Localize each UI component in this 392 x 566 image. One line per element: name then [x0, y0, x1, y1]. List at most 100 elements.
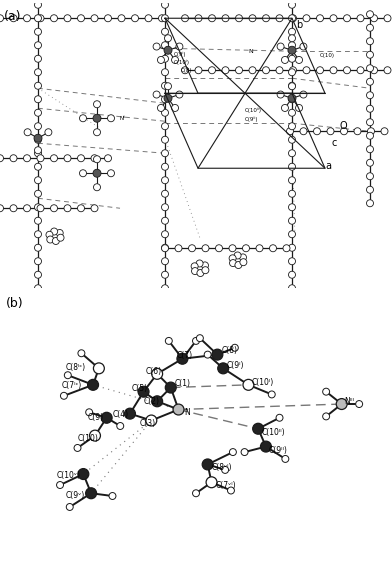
- Circle shape: [34, 177, 42, 184]
- Circle shape: [196, 260, 203, 267]
- Circle shape: [64, 372, 71, 379]
- Circle shape: [289, 177, 296, 184]
- Circle shape: [37, 15, 44, 22]
- Text: C(9ᴵᴵ): C(9ᴵᴵ): [269, 445, 288, 454]
- Circle shape: [162, 190, 169, 197]
- Circle shape: [117, 423, 124, 430]
- Circle shape: [34, 82, 42, 89]
- Circle shape: [10, 15, 17, 22]
- Circle shape: [47, 236, 54, 243]
- Circle shape: [289, 258, 296, 265]
- Circle shape: [34, 190, 42, 197]
- Circle shape: [34, 258, 42, 265]
- Circle shape: [162, 96, 169, 103]
- Circle shape: [0, 15, 4, 22]
- Circle shape: [34, 1, 42, 8]
- Text: C(6): C(6): [145, 367, 162, 376]
- Circle shape: [176, 43, 183, 50]
- Circle shape: [192, 268, 198, 275]
- Circle shape: [277, 91, 284, 98]
- Circle shape: [343, 15, 350, 22]
- Circle shape: [323, 413, 330, 420]
- Circle shape: [289, 285, 296, 291]
- Text: N: N: [184, 408, 190, 417]
- Circle shape: [64, 15, 71, 22]
- Circle shape: [367, 132, 374, 139]
- Circle shape: [196, 335, 203, 342]
- Text: C(10ᴵᴵ): C(10ᴵᴵ): [261, 427, 285, 436]
- Circle shape: [191, 263, 198, 270]
- Circle shape: [289, 109, 296, 116]
- Circle shape: [276, 67, 283, 74]
- Circle shape: [93, 169, 101, 177]
- Circle shape: [162, 271, 169, 278]
- Circle shape: [37, 205, 44, 212]
- Circle shape: [152, 396, 163, 407]
- Circle shape: [221, 466, 229, 473]
- Circle shape: [173, 404, 184, 415]
- Circle shape: [164, 46, 172, 54]
- Circle shape: [195, 15, 202, 22]
- Circle shape: [176, 91, 183, 98]
- Circle shape: [34, 68, 42, 76]
- Circle shape: [177, 353, 188, 364]
- Text: C(9ⁱ): C(9ⁱ): [174, 52, 187, 57]
- Circle shape: [89, 430, 100, 441]
- Circle shape: [162, 136, 169, 143]
- Circle shape: [367, 200, 374, 207]
- Circle shape: [162, 231, 169, 238]
- Circle shape: [384, 67, 391, 74]
- Text: (a): (a): [4, 10, 22, 23]
- Text: b: b: [296, 20, 302, 30]
- Circle shape: [229, 255, 236, 262]
- Circle shape: [241, 449, 248, 456]
- Circle shape: [153, 43, 160, 50]
- Text: (b): (b): [6, 298, 24, 310]
- Circle shape: [78, 469, 89, 479]
- Circle shape: [181, 15, 189, 22]
- Circle shape: [24, 128, 31, 136]
- Circle shape: [367, 78, 374, 85]
- Text: C(8ᴵᶜ): C(8ᴵᶜ): [66, 363, 86, 372]
- Circle shape: [51, 15, 58, 22]
- Circle shape: [289, 163, 296, 170]
- Circle shape: [288, 95, 296, 102]
- Circle shape: [290, 15, 296, 22]
- Circle shape: [74, 444, 81, 452]
- Circle shape: [289, 136, 296, 143]
- Circle shape: [105, 15, 111, 22]
- Circle shape: [10, 155, 17, 162]
- Circle shape: [162, 123, 169, 130]
- Circle shape: [34, 136, 42, 143]
- Circle shape: [165, 382, 176, 393]
- Text: Nⁱⁱ: Nⁱⁱ: [120, 115, 126, 121]
- Circle shape: [367, 65, 374, 72]
- Circle shape: [34, 217, 42, 224]
- Circle shape: [289, 190, 296, 197]
- Circle shape: [162, 258, 169, 265]
- Circle shape: [289, 204, 296, 211]
- Text: C(10ⁱ): C(10ⁱ): [174, 59, 190, 65]
- Circle shape: [94, 156, 100, 163]
- Circle shape: [240, 259, 247, 265]
- Circle shape: [158, 15, 165, 22]
- Circle shape: [289, 42, 296, 49]
- Circle shape: [283, 245, 290, 252]
- Circle shape: [105, 155, 111, 162]
- Circle shape: [231, 344, 238, 351]
- Text: C(4): C(4): [113, 410, 129, 419]
- Circle shape: [152, 368, 163, 379]
- Circle shape: [209, 67, 216, 74]
- Circle shape: [289, 83, 296, 90]
- Circle shape: [236, 15, 243, 22]
- Circle shape: [204, 351, 211, 358]
- Circle shape: [300, 91, 307, 98]
- Circle shape: [93, 363, 104, 374]
- Text: C(7): C(7): [176, 351, 193, 361]
- Circle shape: [34, 147, 42, 154]
- Circle shape: [336, 398, 347, 409]
- Circle shape: [34, 123, 42, 130]
- Circle shape: [87, 379, 98, 391]
- Text: O: O: [340, 121, 348, 131]
- Text: C(2): C(2): [143, 397, 160, 406]
